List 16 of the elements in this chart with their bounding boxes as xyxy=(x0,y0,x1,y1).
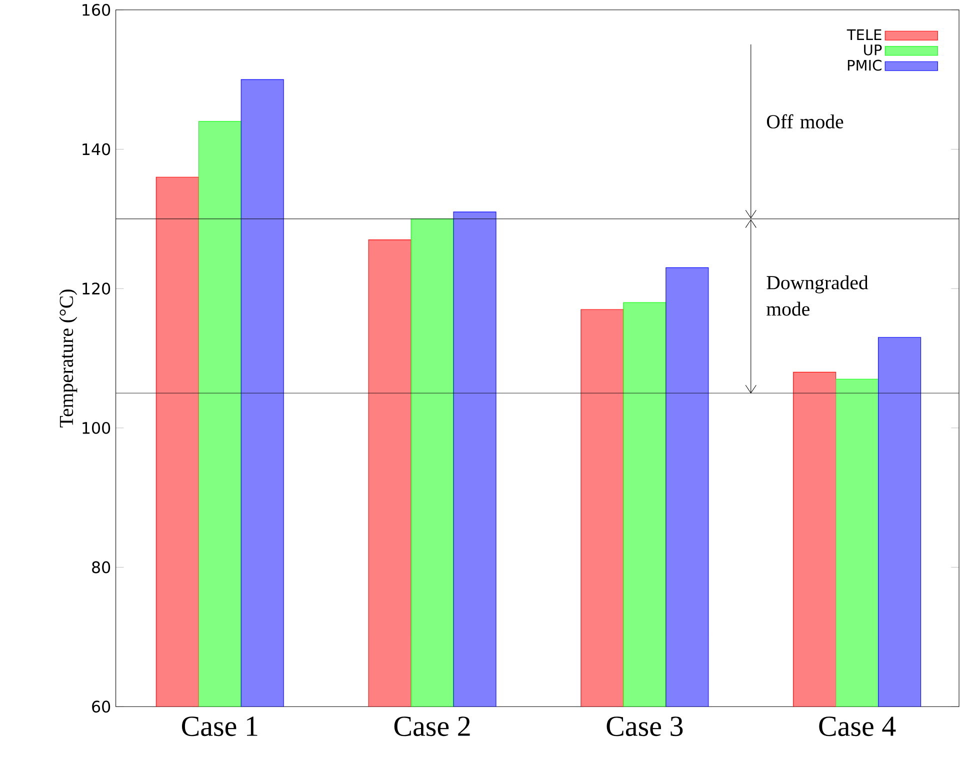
y-tick-label: 80 xyxy=(92,561,110,574)
legend-label: TELE xyxy=(846,29,882,40)
y-tick-label: 120 xyxy=(82,282,110,295)
y-tick-label: 160 xyxy=(82,4,110,16)
annotation: Off mode xyxy=(766,114,844,128)
x-tick-label: Case 1 xyxy=(182,716,258,736)
x-tick-label: Case 2 xyxy=(394,716,470,736)
y-tick-label: 140 xyxy=(82,143,110,156)
y-axis-title: Temperature (°C) xyxy=(59,290,78,428)
legend-label: UP xyxy=(864,44,882,56)
y-tick-label: 100 xyxy=(82,422,110,434)
x-tick-label: Case 4 xyxy=(819,716,896,736)
annotation: Downgraded mode xyxy=(766,275,868,316)
y-tick-label: 60 xyxy=(92,700,110,713)
legend-label: PMIC xyxy=(848,60,882,71)
x-tick-label: Case 3 xyxy=(606,716,683,736)
